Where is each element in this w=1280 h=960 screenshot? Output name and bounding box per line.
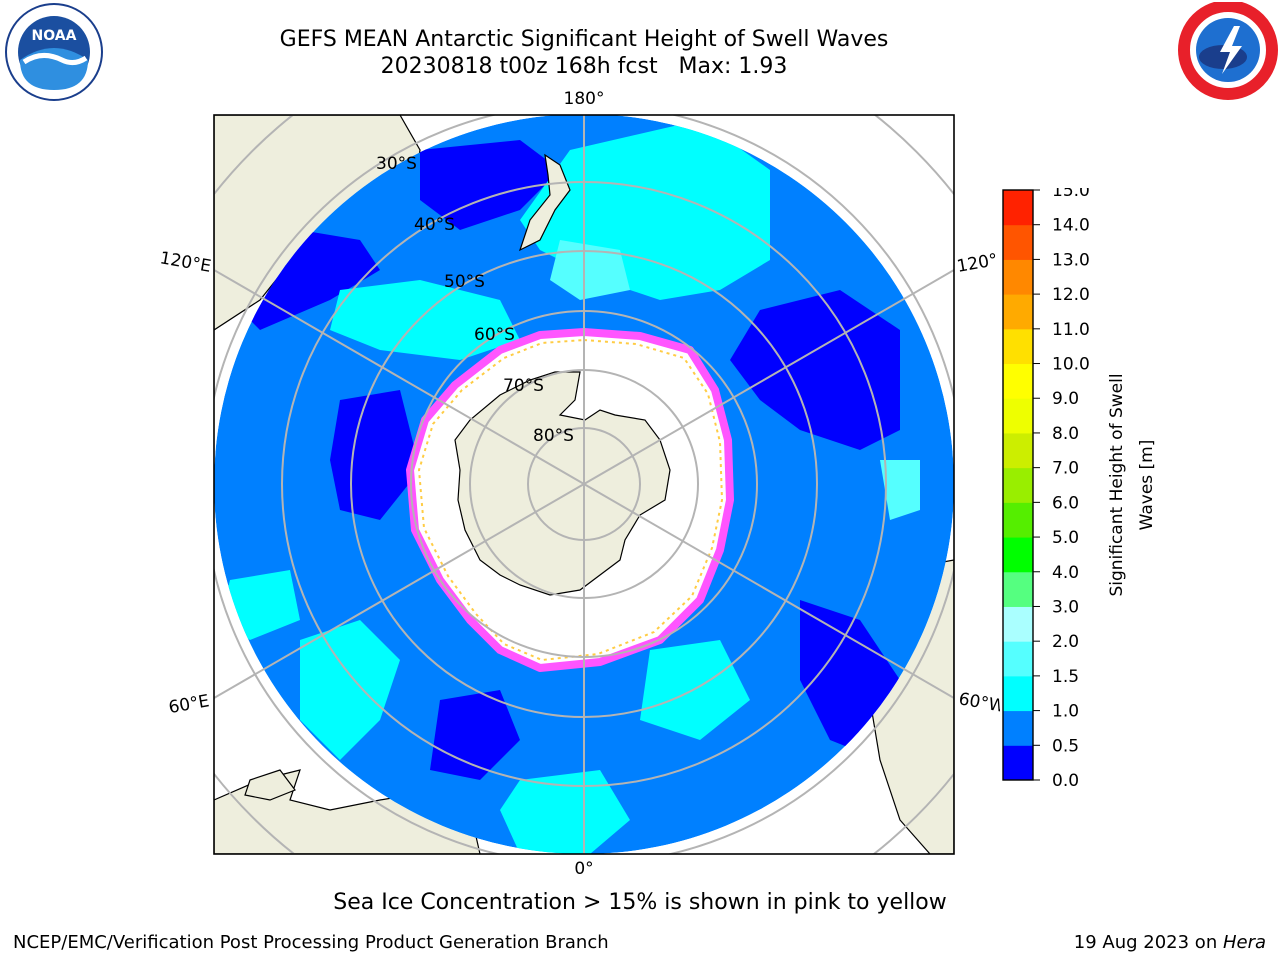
- colorbar-tick-label: 11.0: [1052, 320, 1090, 340]
- label-70s: 70°S: [503, 376, 544, 396]
- colorbar-label-line2: Waves [m]: [1137, 440, 1157, 531]
- polar-map: 180° 0° 120°E 60°E 120° 60°W 30°S 40°S 5…: [158, 89, 1000, 879]
- colorbar-tick-label: 8.0: [1052, 424, 1079, 444]
- colorbar-segment: [1003, 432, 1033, 469]
- colorbar-segment: [1003, 328, 1033, 365]
- label-80s: 80°S: [533, 426, 574, 446]
- colorbar-segment: [1003, 294, 1033, 330]
- colorbar-segment: [1003, 745, 1033, 781]
- label-180: 180°: [564, 89, 605, 109]
- footer-date: 19 Aug 2023 on Hera: [1074, 932, 1266, 953]
- colorbar-tick-label: 3.0: [1052, 597, 1079, 617]
- label-60s: 60°S: [474, 325, 515, 345]
- noaa-logo-icon: NOAA: [5, 3, 103, 101]
- label-60e: 60°E: [167, 691, 211, 718]
- colorbar-tick-label: 14.0: [1052, 216, 1090, 236]
- map-subtitle: 20230818 t00z 168h fcst Max: 1.93: [380, 54, 788, 79]
- map-title: GEFS MEAN Antarctic Significant Height o…: [279, 27, 889, 52]
- colorbar-segment: [1003, 502, 1033, 538]
- label-40s: 40°S: [414, 215, 455, 235]
- footer-date-text: 19 Aug 2023 on: [1073, 932, 1223, 953]
- colorbar-segment: [1003, 710, 1033, 746]
- label-50s: 50°S: [444, 272, 485, 292]
- colorbar-segment: [1003, 675, 1033, 712]
- colorbar-tick-label: 5.0: [1052, 528, 1079, 548]
- colorbar-segment: [1003, 190, 1033, 226]
- footer-host: Hera: [1222, 932, 1266, 953]
- colorbar-tick-label: 9.0: [1052, 389, 1079, 409]
- colorbar-tick-label: 2.0: [1052, 632, 1079, 652]
- noaa-logo-text: NOAA: [32, 28, 77, 44]
- label-120w: 120°: [955, 250, 999, 277]
- footer-credit: NCEP/EMC/Verification Post Processing Pr…: [13, 932, 609, 953]
- sea-ice-note: Sea Ice Concentration > 15% is shown in …: [333, 890, 947, 915]
- colorbar-segment: [1003, 641, 1033, 677]
- nws-logo-icon: [1178, 2, 1278, 100]
- colorbar-tick-label: 0.5: [1052, 736, 1079, 756]
- colorbar-tick-label: 1.0: [1052, 702, 1079, 722]
- land-antarctica: [454, 371, 671, 596]
- colorbar-tick-label: 10.0: [1052, 355, 1090, 375]
- colorbar-tick-label: 13.0: [1052, 250, 1090, 270]
- colorbar-tick-label: 12.0: [1052, 285, 1090, 305]
- colorbar-tick-label: 7.0: [1052, 459, 1079, 479]
- colorbar-tick-label: 0.0: [1052, 771, 1079, 791]
- colorbar-tick-label: 4.0: [1052, 563, 1079, 583]
- colorbar-segment: [1003, 606, 1033, 642]
- label-120e: 120°E: [158, 248, 212, 277]
- colorbar: 0.0 0.5 1.0 1.5 2.0 3.0 4.0 5.0 6.0 7.0 8.0 9.0 10.0…: [1002, 188, 1157, 791]
- colorbar-segment: [1003, 224, 1033, 260]
- graticule: [214, 115, 954, 854]
- label-30s: 30°S: [376, 154, 417, 174]
- colorbar-segment: [1003, 571, 1033, 607]
- colorbar-label-line1: Significant Height of Swell: [1107, 373, 1127, 596]
- colorbar-segment: [1003, 363, 1033, 399]
- colorbar-segment: [1003, 398, 1033, 434]
- label-0: 0°: [574, 859, 593, 879]
- colorbar-segment: [1003, 537, 1033, 573]
- colorbar-tick-label: 1.5: [1052, 667, 1079, 687]
- label-60w: 60°W: [957, 689, 1000, 717]
- colorbar-segment: [1003, 259, 1033, 295]
- colorbar-segment: [1003, 467, 1033, 503]
- colorbar-tick-label: 6.0: [1052, 493, 1079, 513]
- map-frame: [213, 114, 955, 855]
- colorbar-tick-label: 15.0: [1052, 188, 1090, 201]
